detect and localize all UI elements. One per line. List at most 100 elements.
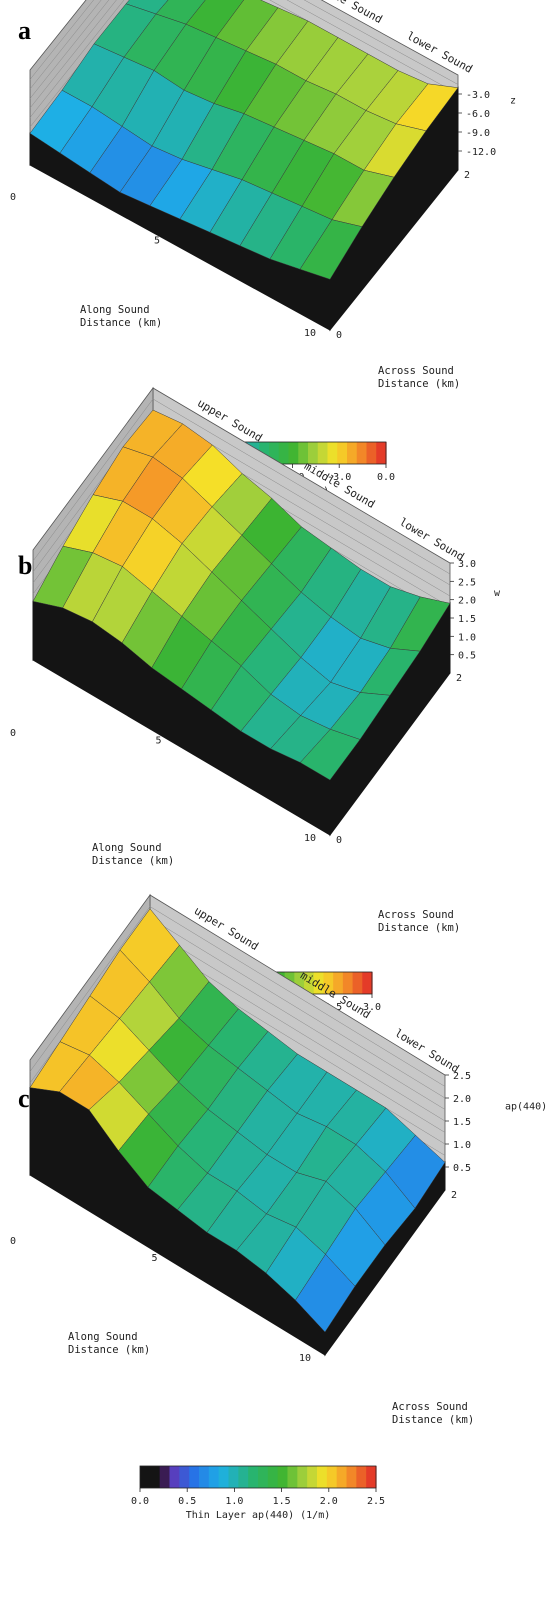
x-tick-label: 5	[152, 1253, 158, 1264]
colorbar-segment	[189, 1466, 200, 1488]
colorbar-tick-label: 0.5	[178, 1496, 196, 1507]
colorbar-segment	[238, 1466, 249, 1488]
colorbar-segment	[218, 1466, 230, 1488]
colorbar-segment	[346, 1466, 357, 1488]
colorbar-segment	[269, 442, 280, 464]
colorbar-tick-label: 1.0	[225, 1496, 243, 1507]
panel-letter: c	[18, 1084, 30, 1113]
colorbar-tick-label: -3.0	[327, 472, 351, 483]
y-tick-label: 0	[336, 835, 342, 846]
colorbar-segment	[267, 1466, 279, 1488]
z-tick-label: 1.5	[453, 1117, 471, 1128]
panel-letter: a	[18, 16, 31, 45]
x-axis-label: Distance (km)	[80, 317, 162, 329]
colorbar-segment	[352, 972, 363, 994]
colorbar-tick-label: 3.0	[363, 1002, 381, 1013]
wall-gridline	[29, 0, 459, 85]
colorbar-segment	[298, 442, 309, 464]
x-tick-label: 0	[10, 1236, 16, 1247]
colorbar-segment	[179, 1466, 190, 1488]
x-tick-label: 10	[299, 1353, 311, 1364]
z-tick-label: -6.0	[466, 109, 490, 120]
colorbar-segment	[317, 1466, 328, 1488]
panel-b: b upper Sound middle Sound lower Sound 0 5 10…	[0, 386, 560, 1060]
colorbar-segment	[228, 1466, 239, 1488]
y-tick-label: 2	[451, 1190, 457, 1201]
y-tick-label: 0	[336, 330, 342, 341]
surface-cell	[295, 1253, 356, 1333]
colorbar-segment	[259, 442, 270, 464]
colorbar-segment	[336, 1466, 348, 1488]
wall-gridline	[29, 906, 446, 1087]
colorbar-segment	[278, 442, 290, 464]
x-axis-label: Distance (km)	[92, 855, 174, 867]
z-tick-label: 2.5	[458, 577, 476, 588]
panel-c: c upper Sound middle Sound lower Sound 0 5 10…	[0, 893, 560, 1603]
colorbar-segment	[294, 972, 305, 994]
colorbar-segment	[327, 442, 338, 464]
z-tick-label: -3.0	[466, 90, 490, 101]
colorbar-tick-label: 2.0	[320, 1496, 338, 1507]
colorbar-segment	[297, 1466, 308, 1488]
colorbar-segment	[323, 972, 334, 994]
colorbar-segment	[304, 972, 315, 994]
colorbar-segment	[313, 972, 325, 994]
x-axis-label: Along Sound	[92, 842, 162, 854]
colorbar-segment	[199, 1466, 210, 1488]
x-tick-label: 0	[10, 728, 16, 739]
x-tick-label: 5	[154, 236, 160, 247]
x-tick-label: 5	[156, 736, 162, 747]
x-tick-label: 0	[10, 192, 16, 203]
colorbar-segment	[287, 1466, 298, 1488]
wall-gridline	[32, 398, 451, 575]
colorbar-segment	[208, 1466, 220, 1488]
colorbar-segment	[140, 1466, 151, 1488]
colorbar-segment	[342, 972, 354, 994]
y-axis-label: Across Sound	[378, 909, 454, 921]
y-axis-label: Distance (km)	[392, 1414, 474, 1426]
z-axis-label: ap(440)	[505, 1102, 547, 1113]
colorbar-frame	[139, 1465, 377, 1489]
x-axis-label: Along Sound	[80, 304, 150, 316]
colorbar-segment	[308, 442, 319, 464]
z-axis-label: z	[510, 96, 516, 107]
colorbar-segment	[248, 1466, 259, 1488]
colorbar-segment	[362, 972, 373, 994]
wall-gridline	[29, 0, 459, 95]
colorbar-segment	[149, 1466, 161, 1488]
colorbar-segment	[169, 1466, 180, 1488]
z-tick-label: 2.0	[453, 1094, 471, 1105]
colorbar-segment	[258, 1466, 269, 1488]
y-axis-label: Across Sound	[378, 365, 454, 377]
colorbar-segment	[277, 1466, 289, 1488]
y-axis-label: Distance (km)	[378, 378, 460, 390]
z-tick-label: 1.5	[458, 614, 476, 625]
colorbar-segment	[337, 442, 348, 464]
colorbar-segment	[317, 442, 329, 464]
z-tick-label: 0.5	[458, 651, 476, 662]
z-tick-label: 1.0	[458, 632, 476, 643]
colorbar-segment	[159, 1466, 171, 1488]
colorbar-tick-label: 2.5	[367, 1496, 385, 1507]
x-axis-label: Distance (km)	[68, 1344, 150, 1356]
colorbar-segment	[326, 1466, 338, 1488]
colorbar-tick-label: 0.0	[377, 472, 395, 483]
z-tick-label: 2.0	[458, 596, 476, 607]
z-tick-label: 3.0	[458, 559, 476, 570]
colorbar-label: Thin Layer ap(440) (1/m)	[186, 1510, 331, 1521]
surface-cell	[299, 219, 363, 280]
colorbar-tick-label: 0.0	[131, 1496, 149, 1507]
colorbar-segment	[376, 442, 387, 464]
colorbar-segment	[333, 972, 344, 994]
colorbar-segment	[366, 442, 377, 464]
z-axis-label: w	[494, 588, 501, 599]
colorbar-segment	[356, 442, 368, 464]
y-tick-label: 2	[464, 170, 470, 181]
z-tick-label: -9.0	[466, 128, 490, 139]
z-tick-label: -12.0	[466, 147, 496, 158]
colorbar-tick-label: 1.5	[273, 1496, 291, 1507]
colorbar-segment	[307, 1466, 318, 1488]
